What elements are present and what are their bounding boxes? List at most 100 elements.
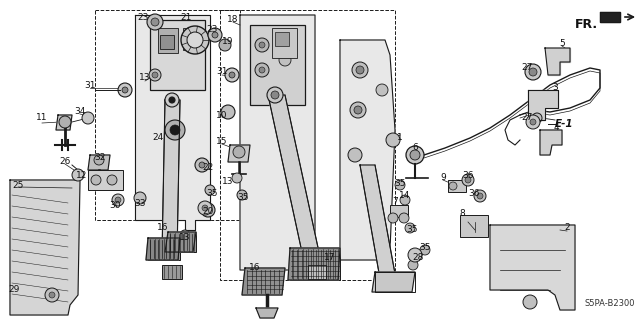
Circle shape: [181, 26, 209, 54]
Text: 13: 13: [140, 73, 151, 83]
Polygon shape: [135, 15, 210, 230]
Polygon shape: [490, 225, 575, 310]
Polygon shape: [372, 272, 415, 292]
Circle shape: [526, 115, 540, 129]
Circle shape: [237, 190, 247, 200]
Circle shape: [474, 190, 486, 202]
Bar: [95, 10, 240, 220]
Circle shape: [201, 203, 215, 217]
Text: 25: 25: [12, 181, 24, 189]
Circle shape: [49, 292, 55, 298]
Bar: [275, 32, 289, 46]
Circle shape: [408, 260, 418, 270]
Circle shape: [91, 175, 101, 185]
Circle shape: [118, 83, 132, 97]
Circle shape: [165, 93, 179, 107]
Circle shape: [352, 62, 368, 78]
Circle shape: [45, 288, 59, 302]
Bar: [375, 272, 415, 292]
Polygon shape: [10, 180, 80, 315]
Circle shape: [112, 194, 124, 206]
Text: E-1: E-1: [555, 119, 573, 129]
Circle shape: [400, 195, 410, 205]
Polygon shape: [146, 238, 180, 260]
Text: 35: 35: [406, 226, 418, 234]
Text: 1: 1: [397, 133, 403, 143]
Polygon shape: [540, 130, 562, 155]
Text: 11: 11: [36, 114, 48, 122]
Text: 35: 35: [394, 179, 406, 188]
Text: FR.: FR.: [575, 18, 598, 31]
Circle shape: [149, 69, 161, 81]
Circle shape: [180, 230, 190, 240]
Circle shape: [259, 67, 265, 73]
Text: 8: 8: [459, 209, 465, 218]
Circle shape: [354, 106, 362, 114]
Text: 32: 32: [94, 153, 106, 162]
Bar: [390, 205, 408, 217]
Bar: [158, 28, 178, 53]
Circle shape: [134, 192, 146, 204]
Text: 26: 26: [60, 158, 70, 167]
Polygon shape: [545, 48, 570, 75]
Text: 3: 3: [552, 84, 558, 93]
Text: 24: 24: [152, 133, 164, 143]
Circle shape: [259, 42, 265, 48]
Text: 23: 23: [206, 26, 218, 34]
Circle shape: [198, 201, 212, 215]
Circle shape: [205, 185, 215, 195]
Text: 31: 31: [216, 68, 228, 77]
Circle shape: [523, 295, 537, 309]
Text: 20: 20: [202, 207, 214, 217]
Text: 19: 19: [222, 38, 234, 47]
Circle shape: [233, 146, 245, 158]
Text: 23: 23: [138, 13, 148, 23]
Circle shape: [405, 223, 415, 233]
Circle shape: [376, 84, 388, 96]
Text: 21: 21: [180, 13, 192, 23]
Text: 18: 18: [227, 16, 239, 25]
Text: S5PA-B2300: S5PA-B2300: [584, 299, 635, 308]
Circle shape: [406, 146, 424, 164]
Circle shape: [82, 112, 94, 124]
Polygon shape: [242, 268, 285, 295]
Circle shape: [386, 133, 400, 147]
Polygon shape: [228, 145, 250, 162]
Text: 15: 15: [216, 137, 228, 146]
Polygon shape: [360, 165, 398, 290]
Circle shape: [219, 39, 231, 51]
Circle shape: [170, 125, 180, 135]
Text: 31: 31: [84, 80, 96, 90]
Circle shape: [195, 158, 209, 172]
Text: 13: 13: [222, 177, 234, 187]
Bar: [220, 10, 395, 280]
Circle shape: [232, 173, 242, 183]
Bar: [308, 265, 326, 279]
Text: 35: 35: [206, 189, 218, 197]
Circle shape: [165, 120, 185, 140]
Circle shape: [477, 193, 483, 199]
Circle shape: [169, 97, 175, 103]
Circle shape: [199, 162, 205, 168]
Text: 33: 33: [134, 198, 146, 207]
Text: 12: 12: [76, 170, 88, 180]
Circle shape: [255, 63, 269, 77]
Text: 5: 5: [559, 40, 565, 48]
Bar: [290, 248, 340, 280]
Circle shape: [202, 205, 208, 211]
Circle shape: [208, 28, 222, 42]
Text: 4: 4: [553, 123, 559, 132]
Circle shape: [388, 213, 398, 223]
Circle shape: [255, 38, 269, 52]
Text: 36: 36: [468, 189, 480, 198]
Bar: [88, 170, 123, 190]
Circle shape: [348, 148, 362, 162]
Bar: [250, 25, 305, 105]
Circle shape: [465, 177, 471, 183]
Circle shape: [187, 32, 203, 48]
Text: 17: 17: [324, 254, 336, 263]
Circle shape: [271, 91, 279, 99]
Circle shape: [221, 105, 235, 119]
Text: 28: 28: [412, 254, 424, 263]
Polygon shape: [528, 90, 558, 120]
